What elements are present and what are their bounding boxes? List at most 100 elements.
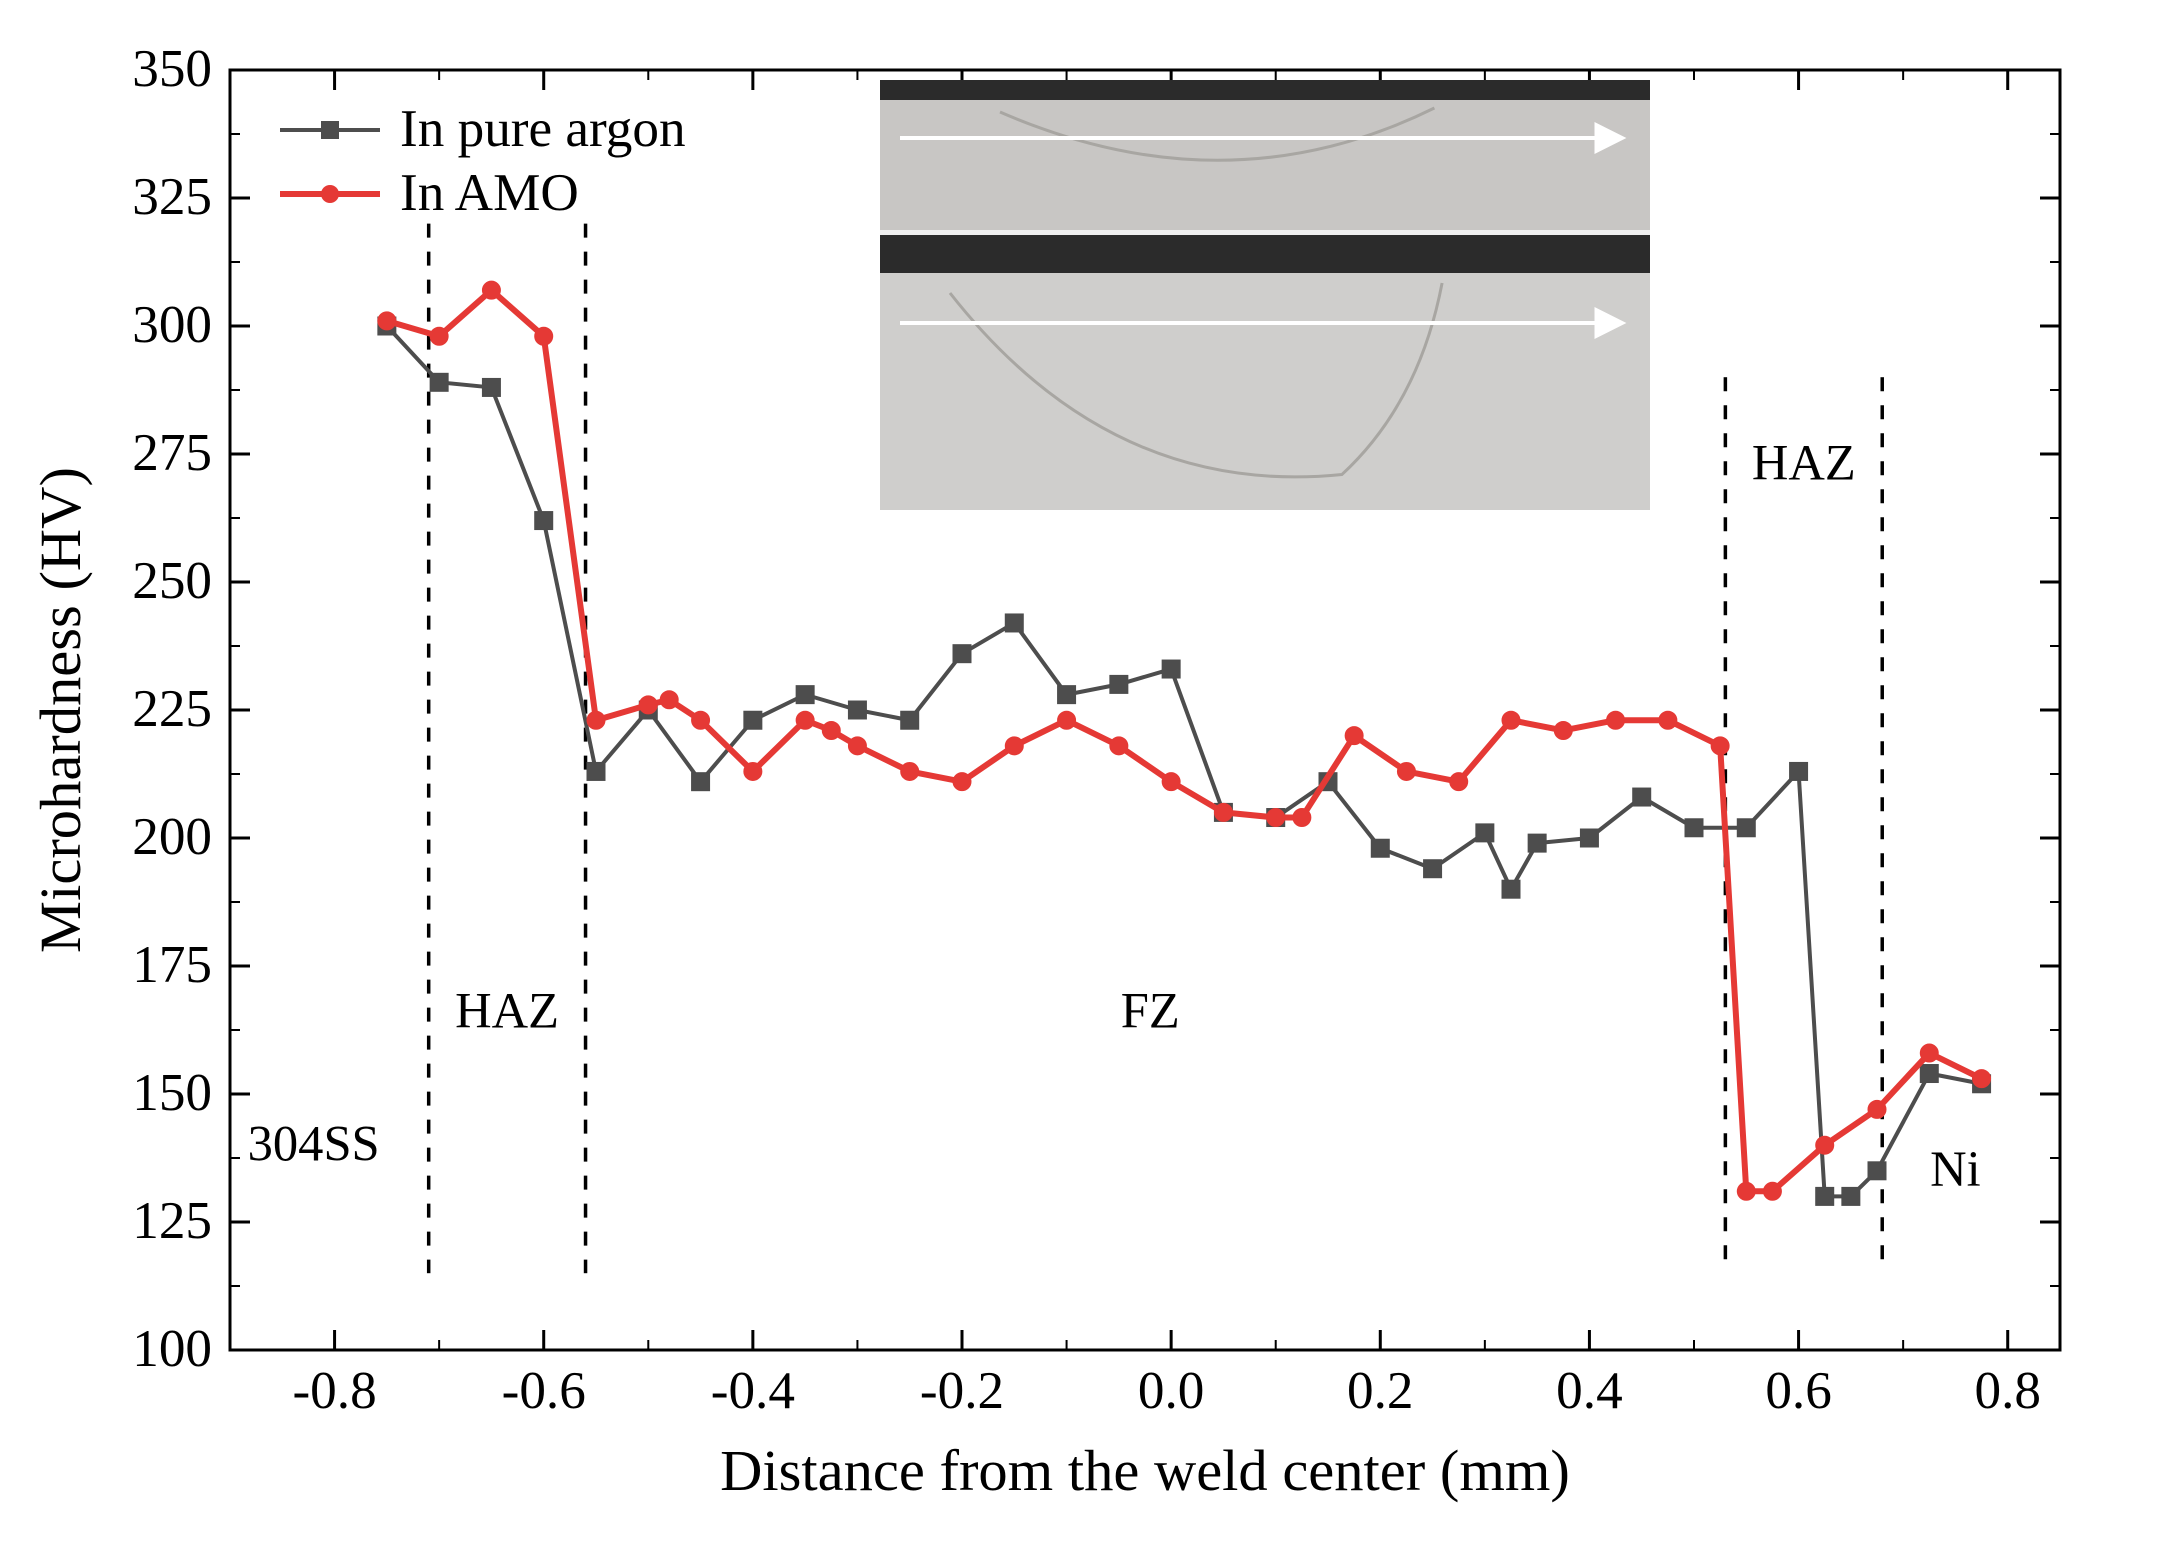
x-tick-label: -0.4	[711, 1361, 795, 1420]
series-marker-circle	[744, 762, 762, 780]
series-marker-circle	[378, 312, 396, 330]
series-marker-circle	[1973, 1070, 1991, 1088]
series-marker-circle	[953, 773, 971, 791]
inset-images	[880, 80, 1650, 510]
series-marker-square	[953, 645, 971, 663]
series-marker-square	[1790, 762, 1808, 780]
x-tick-label: 0.6	[1765, 1361, 1831, 1420]
series-marker-circle	[535, 327, 553, 345]
legend-swatch-marker	[321, 121, 339, 139]
series-marker-circle	[901, 762, 919, 780]
series-marker-square	[1162, 660, 1180, 678]
series-marker-square	[1528, 834, 1546, 852]
region-label: Ni	[1930, 1141, 1981, 1197]
series-marker-circle	[1293, 809, 1311, 827]
series-marker-square	[848, 701, 866, 719]
y-axis-label: Microhardness (HV)	[28, 467, 93, 953]
series-marker-circle	[1502, 711, 1520, 729]
series-marker-circle	[1110, 737, 1128, 755]
legend-swatch-marker	[321, 185, 339, 203]
series-marker-square	[587, 762, 605, 780]
series-marker-square	[796, 686, 814, 704]
series-marker-circle	[1397, 762, 1415, 780]
series-marker-square	[1633, 788, 1651, 806]
y-tick-label: 125	[132, 1191, 212, 1250]
series-marker-circle	[430, 327, 448, 345]
series-marker-circle	[1868, 1100, 1886, 1118]
x-tick-label: -0.8	[292, 1361, 376, 1420]
series-marker-circle	[1450, 773, 1468, 791]
series-marker-square	[1580, 829, 1598, 847]
series-marker-circle	[1267, 809, 1285, 827]
series-marker-circle	[1763, 1182, 1781, 1200]
series-marker-circle	[796, 711, 814, 729]
y-tick-label: 325	[132, 167, 212, 226]
series-marker-square	[482, 378, 500, 396]
series-marker-square	[535, 512, 553, 530]
series-marker-square	[1058, 686, 1076, 704]
series-marker-circle	[660, 691, 678, 709]
series-marker-square	[1476, 824, 1494, 842]
y-tick-label: 300	[132, 295, 212, 354]
series-marker-square	[430, 373, 448, 391]
series-marker-square	[1920, 1065, 1938, 1083]
legend-label: In AMO	[400, 163, 579, 222]
series-marker-circle	[482, 281, 500, 299]
region-label: 304SS	[248, 1116, 380, 1172]
y-tick-label: 200	[132, 807, 212, 866]
series-marker-circle	[1607, 711, 1625, 729]
series-marker-circle	[848, 737, 866, 755]
legend-label: In pure argon	[400, 99, 686, 158]
region-label: FZ	[1121, 982, 1180, 1038]
y-tick-label: 150	[132, 1063, 212, 1122]
series-marker-circle	[1554, 721, 1572, 739]
region-label: HAZ	[455, 982, 559, 1038]
series-marker-square	[744, 711, 762, 729]
series-marker-square	[1424, 860, 1442, 878]
x-tick-label: 0.0	[1138, 1361, 1204, 1420]
series-marker-circle	[639, 696, 657, 714]
series-marker-circle	[692, 711, 710, 729]
y-tick-label: 100	[132, 1319, 212, 1378]
inset-dark-strip	[880, 235, 1650, 273]
y-tick-label: 275	[132, 423, 212, 482]
series-marker-square	[1110, 675, 1128, 693]
series-marker-square	[1737, 819, 1755, 837]
series-marker-circle	[1058, 711, 1076, 729]
series-marker-square	[1816, 1187, 1834, 1205]
series-marker-square	[692, 773, 710, 791]
series-marker-square	[1842, 1187, 1860, 1205]
series-marker-circle	[1214, 803, 1232, 821]
series-marker-circle	[587, 711, 605, 729]
x-axis-label: Distance from the weld center (mm)	[720, 1438, 1570, 1503]
inset-panel	[880, 235, 1650, 510]
inset-dark-strip	[880, 80, 1650, 100]
series-marker-circle	[1711, 737, 1729, 755]
x-tick-label: -0.2	[920, 1361, 1004, 1420]
series-marker-circle	[1345, 727, 1363, 745]
series-marker-circle	[1920, 1044, 1938, 1062]
series-marker-square	[1371, 839, 1389, 857]
x-tick-label: 0.2	[1347, 1361, 1413, 1420]
x-tick-label: 0.4	[1556, 1361, 1622, 1420]
series-marker-square	[1005, 614, 1023, 632]
series-marker-circle	[1659, 711, 1677, 729]
y-tick-label: 225	[132, 679, 212, 738]
series-marker-circle	[1005, 737, 1023, 755]
inset-panel	[880, 80, 1650, 230]
series-marker-square	[1685, 819, 1703, 837]
series-marker-square	[1868, 1162, 1886, 1180]
y-tick-label: 250	[132, 551, 212, 610]
inset-svg	[880, 80, 1650, 510]
series-marker-circle	[1816, 1136, 1834, 1154]
series-marker-circle	[822, 721, 840, 739]
y-tick-label: 350	[132, 39, 212, 98]
y-tick-label: 175	[132, 935, 212, 994]
series-marker-square	[901, 711, 919, 729]
chart-root: -0.8 -0.6 -0.4 -0.2 0.0 0.2 0.4 0.6 0.8 100 125 150…	[0, 0, 2172, 1544]
region-label: HAZ	[1752, 435, 1856, 491]
x-tick-label: 0.8	[1974, 1361, 2040, 1420]
series-marker-square	[1502, 880, 1520, 898]
series-marker-circle	[1737, 1182, 1755, 1200]
x-tick-label: -0.6	[502, 1361, 586, 1420]
